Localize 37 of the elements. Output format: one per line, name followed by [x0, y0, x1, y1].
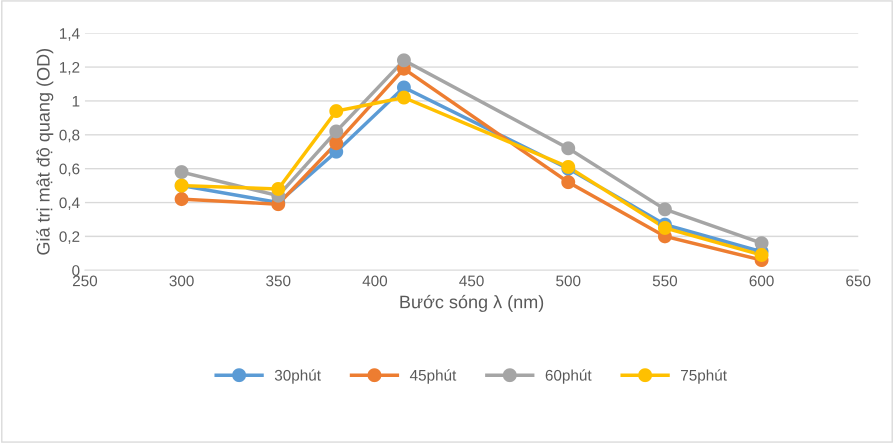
- point: [396, 90, 411, 104]
- point: [271, 182, 286, 196]
- legend-label: 30phút: [274, 369, 321, 384]
- x-tick-label: 550: [652, 275, 678, 286]
- legend-label: 60phút: [546, 369, 592, 384]
- x-tick-label: 400: [362, 275, 388, 286]
- x-axis-title: Bước sóng λ (nm): [400, 294, 544, 312]
- point: [658, 220, 672, 235]
- point: [329, 124, 344, 138]
- point: [561, 141, 576, 156]
- point: [396, 53, 411, 68]
- y-tick-label: 0,4: [59, 197, 80, 210]
- point: [174, 165, 189, 179]
- x-tick-label: 650: [846, 275, 870, 286]
- x-tick-label: 600: [750, 275, 774, 286]
- x-tick-label: 500: [556, 275, 580, 286]
- point: [754, 236, 769, 250]
- y-tick-label: 0,2: [59, 231, 80, 244]
- y-axis-title: Giá trị mật độ quang (OD): [36, 48, 54, 255]
- point: [561, 175, 576, 190]
- legend-label: 75phút: [681, 369, 727, 384]
- y-tick-label: 1,2: [60, 62, 80, 75]
- x-tick-label: 300: [169, 275, 194, 286]
- point: [174, 192, 189, 206]
- point: [329, 104, 344, 118]
- y-tick-label: 1,4: [60, 28, 80, 41]
- y-tick-label: 0,6: [59, 164, 80, 176]
- y-tick-label: 1: [72, 96, 80, 106]
- x-tick-label: 350: [266, 275, 290, 286]
- x-tick-label: 450: [459, 275, 484, 286]
- point: [658, 202, 672, 216]
- x-tick-label: 250: [72, 275, 98, 286]
- y-tick-label: 0,8: [59, 130, 80, 142]
- point: [754, 248, 769, 262]
- y-tick-label: 0: [72, 265, 80, 276]
- point: [329, 136, 344, 150]
- legend-label: 45phút: [410, 369, 456, 384]
